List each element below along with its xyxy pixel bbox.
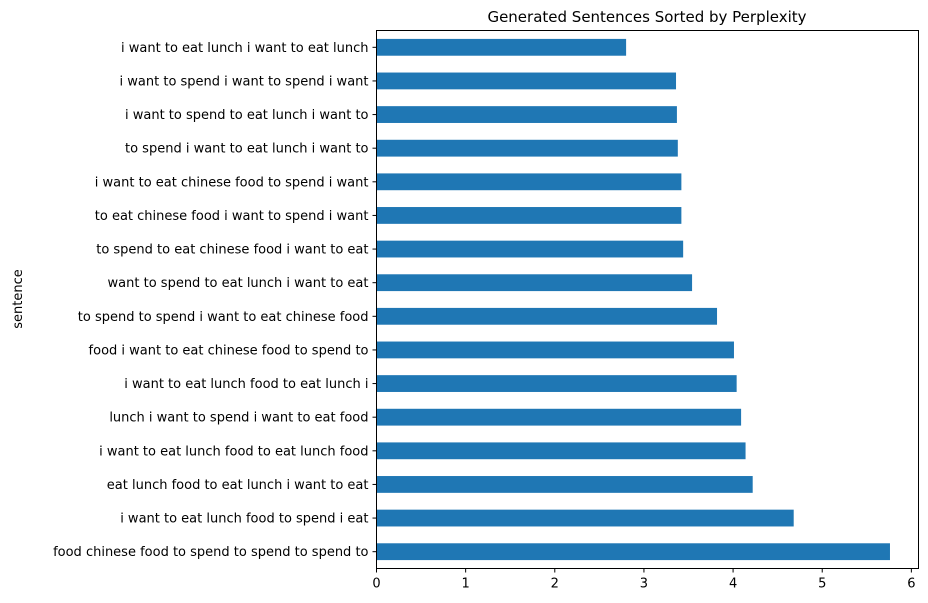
bar <box>376 442 746 460</box>
y-tick-label: i want to eat lunch food to eat lunch fo… <box>99 444 368 459</box>
y-tick-label: food chinese food to spend to spend to s… <box>53 545 368 560</box>
x-tick-label: 2 <box>551 577 559 592</box>
chart-title: Generated Sentences Sorted by Perplexity <box>487 8 806 26</box>
x-tick-label: 5 <box>818 577 826 592</box>
y-tick-label: to eat chinese food i want to spend i wa… <box>95 209 369 224</box>
bar <box>376 274 693 292</box>
bar <box>376 341 734 359</box>
x-tick-label: 0 <box>372 577 380 592</box>
bar <box>376 408 742 426</box>
bar <box>376 72 677 90</box>
y-tick-label: i want to eat lunch food to eat lunch i <box>124 377 368 392</box>
y-tick-label: to spend i want to eat lunch i want to <box>125 142 369 157</box>
y-tick-label: i want to eat chinese food to spend i wa… <box>95 175 369 190</box>
y-tick-label: i want to eat lunch i want to eat lunch <box>121 41 368 56</box>
x-tick-label: 6 <box>907 577 915 592</box>
x-tick-label: 3 <box>640 577 648 592</box>
bar <box>376 476 753 493</box>
bar <box>376 106 677 123</box>
x-tick-labels: 0 1 2 3 4 5 6 <box>372 568 916 592</box>
y-tick-label: want to spend to eat lunch i want to eat <box>108 276 369 291</box>
y-tick-label: food i want to eat chinese food to spend… <box>89 343 369 358</box>
bar <box>376 173 682 191</box>
bars-group <box>376 38 890 561</box>
y-axis-label: sentence <box>11 269 26 329</box>
y-tick-label: lunch i want to spend i want to eat food <box>109 411 368 426</box>
y-tick-label: to spend to eat chinese food i want to e… <box>96 243 368 258</box>
bar <box>376 307 718 325</box>
y-tick-label: eat lunch food to eat lunch i want to ea… <box>107 478 369 493</box>
y-tick-label: i want to spend i want to spend i want <box>120 74 369 89</box>
plot-frame <box>376 30 919 569</box>
bar <box>376 240 684 258</box>
y-tick-label: i want to eat lunch food to spend i eat <box>120 512 368 527</box>
y-tick-labels: i want to eat lunch i want to eat lunch i… <box>53 41 377 560</box>
y-tick-label: i want to spend to eat lunch i want to <box>125 108 369 123</box>
bar <box>376 207 682 224</box>
bar <box>376 139 678 157</box>
bar <box>376 375 737 392</box>
x-tick-label: 4 <box>729 577 737 592</box>
y-tick-label: to spend to spend i want to eat chinese … <box>78 310 369 325</box>
bar <box>376 543 890 561</box>
bar <box>376 509 794 527</box>
bar <box>376 38 627 56</box>
x-tick-label: 1 <box>462 577 470 592</box>
